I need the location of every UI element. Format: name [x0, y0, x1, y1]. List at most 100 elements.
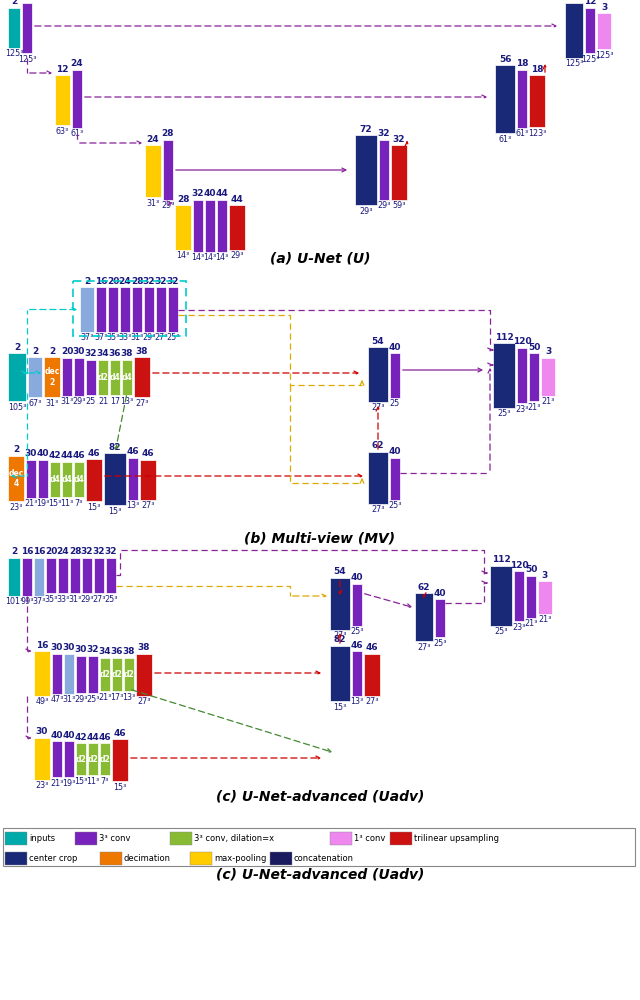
Text: 62: 62 — [372, 442, 384, 450]
Text: 14³: 14³ — [177, 251, 189, 260]
Bar — [565, 3, 583, 58]
Bar — [22, 558, 32, 596]
Text: 15³: 15³ — [108, 506, 122, 516]
Bar — [355, 135, 377, 205]
Bar — [70, 558, 80, 593]
Bar — [136, 654, 152, 696]
Text: 125³: 125³ — [18, 54, 36, 64]
Bar — [190, 852, 212, 865]
Bar — [100, 658, 110, 691]
Bar — [100, 852, 122, 865]
Text: 46: 46 — [141, 450, 154, 458]
Text: 21: 21 — [98, 396, 108, 406]
Bar — [170, 832, 192, 845]
Bar — [58, 558, 68, 593]
Text: 72: 72 — [360, 124, 372, 133]
Bar — [128, 458, 138, 500]
Text: 35³: 35³ — [44, 594, 58, 603]
Text: 44: 44 — [61, 452, 74, 460]
Text: d2: d2 — [111, 670, 122, 679]
Text: 30: 30 — [25, 450, 37, 458]
Bar — [529, 75, 545, 127]
Text: 32: 32 — [105, 548, 117, 556]
Text: trilinear upsampling: trilinear upsampling — [414, 834, 499, 843]
Bar — [541, 358, 555, 396]
Text: 28: 28 — [131, 276, 143, 286]
Text: 63³: 63³ — [56, 126, 69, 135]
Bar — [330, 646, 350, 701]
Text: d4: d4 — [122, 373, 132, 382]
Text: 29³: 29³ — [72, 397, 86, 406]
Bar — [193, 200, 203, 252]
Text: 32: 32 — [167, 276, 179, 286]
Bar — [100, 743, 110, 775]
Text: 21³: 21³ — [51, 778, 64, 788]
Text: (c) U-Net-advanced (Uadv): (c) U-Net-advanced (Uadv) — [216, 868, 424, 882]
Text: 2: 2 — [13, 446, 19, 454]
Text: (b) Multi-view (MV): (b) Multi-view (MV) — [244, 531, 396, 545]
Text: dec
2: dec 2 — [44, 367, 60, 387]
Text: 40: 40 — [36, 450, 49, 458]
Text: 38: 38 — [123, 648, 135, 656]
Text: 24: 24 — [147, 134, 159, 143]
Text: 29³: 29³ — [230, 251, 244, 260]
Text: 16: 16 — [95, 276, 108, 286]
Text: 20: 20 — [45, 548, 57, 556]
Text: 2: 2 — [14, 342, 20, 352]
Text: 42: 42 — [49, 452, 61, 460]
Text: 112: 112 — [495, 332, 513, 342]
Bar — [495, 65, 515, 133]
Text: 18: 18 — [531, 64, 543, 74]
Text: 32: 32 — [393, 134, 405, 143]
Text: 25³: 25³ — [104, 594, 118, 603]
Text: 123³: 123³ — [528, 128, 546, 137]
Text: 30: 30 — [568, 0, 580, 1]
Text: 32: 32 — [378, 129, 390, 138]
Text: 23³: 23³ — [10, 502, 22, 512]
Bar — [62, 462, 72, 497]
Bar — [517, 70, 527, 128]
Text: 36: 36 — [109, 350, 121, 359]
Bar — [415, 593, 433, 641]
Text: 38: 38 — [121, 350, 133, 359]
Bar — [132, 287, 142, 332]
Text: 13³: 13³ — [122, 692, 136, 702]
Bar — [74, 358, 84, 396]
Bar — [75, 832, 97, 845]
Text: 30: 30 — [63, 644, 75, 652]
Bar — [3, 828, 635, 866]
Text: 29³: 29³ — [74, 694, 88, 704]
Bar — [352, 584, 362, 626]
Bar — [26, 460, 36, 498]
Bar — [80, 287, 94, 332]
Bar — [38, 460, 48, 498]
Text: 31³: 31³ — [60, 397, 74, 406]
Text: 24: 24 — [70, 60, 83, 68]
Bar — [205, 200, 215, 252]
Text: 101³: 101³ — [5, 597, 23, 606]
Text: 56: 56 — [499, 54, 511, 64]
Text: 12: 12 — [20, 0, 33, 1]
Text: 38: 38 — [136, 347, 148, 356]
Text: 27³: 27³ — [365, 698, 379, 706]
Text: 12: 12 — [56, 64, 68, 74]
Bar — [52, 741, 62, 777]
Text: 31³: 31³ — [62, 696, 76, 704]
Bar — [5, 832, 27, 845]
Text: 125³: 125³ — [4, 49, 23, 58]
Text: dec
4: dec 4 — [8, 469, 24, 488]
Bar — [175, 205, 191, 250]
Text: 25³: 25³ — [350, 628, 364, 637]
Bar — [390, 353, 400, 398]
Text: 3: 3 — [601, 2, 607, 11]
Bar — [112, 739, 128, 781]
Text: 27³: 27³ — [417, 643, 431, 652]
Text: 25³: 25³ — [494, 628, 508, 637]
Text: 67³: 67³ — [28, 398, 42, 408]
Text: 3: 3 — [542, 570, 548, 580]
Text: 28: 28 — [177, 194, 189, 204]
Bar — [514, 571, 524, 621]
Bar — [62, 358, 72, 396]
Text: 36: 36 — [111, 648, 124, 656]
Bar — [55, 75, 70, 125]
